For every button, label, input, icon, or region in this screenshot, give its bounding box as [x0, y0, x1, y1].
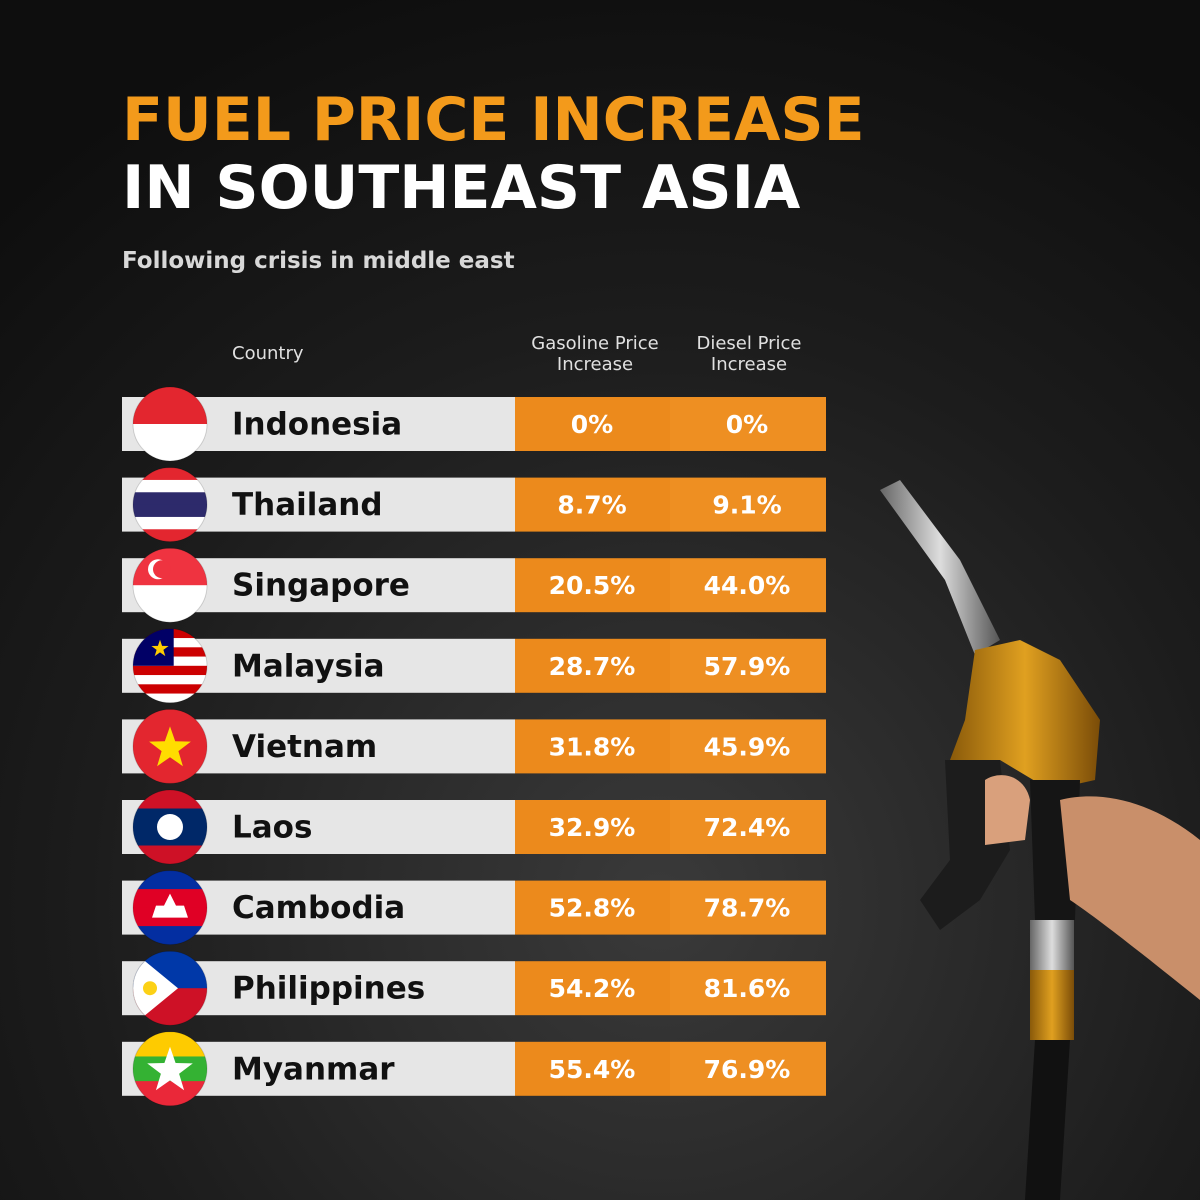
table-row: Indonesia 0% 0% — [122, 386, 826, 462]
table-row: Singapore 20.5% 44.0% — [122, 547, 826, 623]
flag-disc — [157, 814, 183, 840]
cell-background — [670, 1041, 826, 1096]
country-name: Indonesia — [232, 407, 402, 443]
diesel-value: 57.9% — [704, 652, 791, 681]
flag-star — [147, 1046, 193, 1091]
cell-background — [670, 800, 826, 854]
gasoline-value: 55.4% — [549, 1055, 636, 1084]
cell-background — [515, 800, 670, 854]
cell-background — [670, 397, 826, 451]
diesel-value: 0% — [726, 410, 768, 439]
title-line: FUEL PRICE INCREASE — [122, 85, 865, 155]
gasoline-value: 28.7% — [549, 652, 636, 681]
flag-rim — [132, 628, 208, 704]
table-row: Myanmar 55.4% 76.9% — [122, 1031, 826, 1107]
diesel-value: 72.4% — [704, 813, 791, 842]
diesel-value: 45.9% — [704, 732, 791, 761]
cell-background — [670, 961, 826, 1016]
flag-rim — [132, 386, 208, 462]
column-header: Diesel Price — [696, 333, 801, 354]
fuel-nozzle — [880, 480, 1200, 1200]
column-header: Gasoline Price — [531, 333, 659, 354]
cell-background — [670, 880, 826, 935]
flag-stripe — [133, 492, 207, 506]
flag-stripe — [133, 665, 207, 676]
cell-background — [670, 719, 826, 774]
flag-temple — [152, 893, 188, 918]
flag-moon — [153, 560, 171, 579]
column-header: Increase — [711, 354, 787, 375]
gasoline-value: 31.8% — [549, 732, 636, 761]
cell-background — [670, 638, 826, 693]
flag-star — [149, 726, 191, 767]
country-name: Singapore — [232, 568, 410, 604]
flag-stripe — [133, 479, 207, 493]
gasoline-value: 54.2% — [549, 974, 636, 1003]
title-line: IN SOUTHEAST ASIA — [122, 153, 801, 223]
gasoline-value: 52.8% — [549, 894, 636, 923]
gasoline-value: 32.9% — [549, 813, 636, 842]
cell-background — [515, 1041, 670, 1096]
flag-rim — [132, 467, 208, 543]
cell-background — [515, 558, 670, 613]
diesel-value: 44.0% — [704, 571, 791, 600]
country-name: Myanmar — [232, 1051, 395, 1087]
gasoline-value: 0% — [571, 410, 613, 439]
flag-star — [151, 639, 169, 657]
table-row: Malaysia 28.7% 57.9% — [122, 628, 826, 704]
flag-stripe — [133, 684, 207, 695]
flag-stripe — [133, 675, 207, 685]
diesel-value: 9.1% — [712, 491, 781, 520]
gasoline-value: 20.5% — [549, 571, 636, 600]
country-name: Laos — [232, 810, 312, 846]
table-row: Philippines 54.2% 81.6% — [122, 950, 826, 1026]
gasoline-value: 8.7% — [557, 491, 626, 520]
table-row: Thailand 8.7% 9.1% — [122, 467, 826, 543]
diesel-value: 78.7% — [704, 894, 791, 923]
flag-rim — [132, 708, 208, 784]
country-name: Malaysia — [232, 648, 385, 684]
flag-rim — [132, 547, 208, 623]
diesel-value: 76.9% — [704, 1055, 791, 1084]
cell-background — [515, 477, 670, 532]
cell-background — [670, 477, 826, 532]
flag-rim — [132, 870, 208, 946]
flag — [133, 709, 207, 784]
cell-background — [515, 880, 670, 935]
country-name: Philippines — [232, 971, 425, 1007]
country-name: Thailand — [232, 487, 383, 523]
cell-background — [515, 719, 670, 774]
cell-background — [515, 397, 670, 451]
table-row: Vietnam 31.8% 45.9% — [122, 708, 826, 784]
flag-stripe — [133, 516, 207, 530]
flag-rim — [132, 789, 208, 865]
column-header: Country — [232, 343, 304, 364]
subtitle: Following crisis in middle east — [122, 248, 515, 274]
cell-background — [515, 638, 670, 693]
flag-stripe — [133, 504, 207, 518]
cell-background — [670, 558, 826, 613]
cell-background — [515, 961, 670, 1016]
country-name: Vietnam — [232, 729, 377, 765]
flag-stripe — [133, 693, 207, 703]
flag-rim — [132, 1031, 208, 1107]
table-row: Laos 32.9% 72.4% — [122, 789, 826, 865]
column-header: Increase — [557, 354, 633, 375]
diesel-value: 81.6% — [704, 974, 791, 1003]
flag-rim — [132, 950, 208, 1026]
table-row: Cambodia 52.8% 78.7% — [122, 870, 826, 946]
flag-sun — [143, 981, 157, 996]
flag — [133, 1031, 207, 1106]
country-name: Cambodia — [232, 890, 405, 926]
